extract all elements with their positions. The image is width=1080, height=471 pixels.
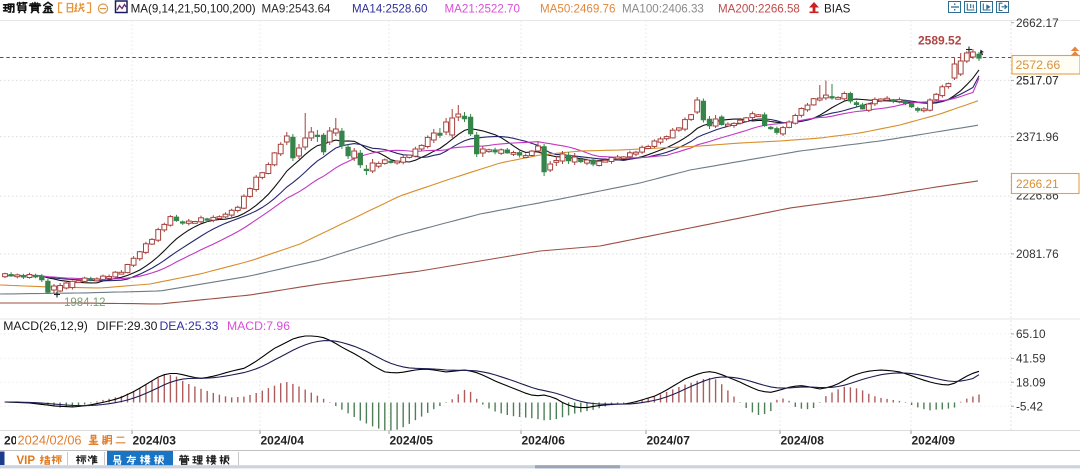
svg-text:2662.17: 2662.17	[1016, 16, 1059, 30]
svg-text:2024/06: 2024/06	[522, 434, 566, 448]
svg-text:2371.96: 2371.96	[1016, 130, 1059, 144]
svg-text:MACD(26,12,9): MACD(26,12,9)	[3, 319, 88, 333]
svg-text:2517.07: 2517.07	[1016, 74, 1059, 88]
svg-text:VIP: VIP	[17, 455, 36, 467]
svg-text:2024/02/06: 2024/02/06	[18, 433, 82, 448]
svg-text:2024/07: 2024/07	[647, 434, 691, 448]
svg-text:2024/08: 2024/08	[781, 434, 825, 448]
svg-text:2024/03: 2024/03	[133, 434, 177, 448]
svg-text:2517.07: 2517.07	[1016, 74, 1059, 88]
svg-text:MA21:2522.70: MA21:2522.70	[445, 3, 520, 16]
svg-text:2589.52: 2589.52	[918, 34, 962, 48]
svg-text:MA(9,14,21,50,100,200): MA(9,14,21,50,100,200)	[131, 3, 256, 16]
svg-text:65.10: 65.10	[1016, 327, 1046, 341]
svg-text:1984.12: 1984.12	[64, 297, 106, 309]
svg-text:MACD:7.96: MACD:7.96	[227, 319, 290, 333]
svg-text:2081.76: 2081.76	[1016, 247, 1059, 261]
svg-text:DIFF:29.30: DIFF:29.30	[97, 319, 158, 333]
svg-text:MA9:2543.64: MA9:2543.64	[262, 3, 332, 16]
svg-text:MA14:2528.60: MA14:2528.60	[352, 3, 427, 16]
svg-text:2024/09: 2024/09	[912, 434, 956, 448]
svg-text:MA50:2469.76: MA50:2469.76	[540, 3, 615, 16]
svg-text:DEA:25.33: DEA:25.33	[160, 319, 219, 333]
svg-text:MA200:2266.58: MA200:2266.58	[718, 3, 800, 16]
svg-text:2266.21: 2266.21	[1016, 177, 1059, 191]
svg-text:2024/04: 2024/04	[261, 434, 305, 448]
svg-text:2024/05: 2024/05	[390, 434, 434, 448]
svg-text:MA100:2406.33: MA100:2406.33	[622, 3, 704, 16]
svg-text:-5.42: -5.42	[1016, 400, 1043, 414]
svg-text:18.09: 18.09	[1016, 376, 1046, 390]
svg-text:2572.66: 2572.66	[1016, 58, 1061, 72]
svg-text:BIAS: BIAS	[824, 3, 851, 16]
svg-text:41.59: 41.59	[1016, 352, 1046, 366]
